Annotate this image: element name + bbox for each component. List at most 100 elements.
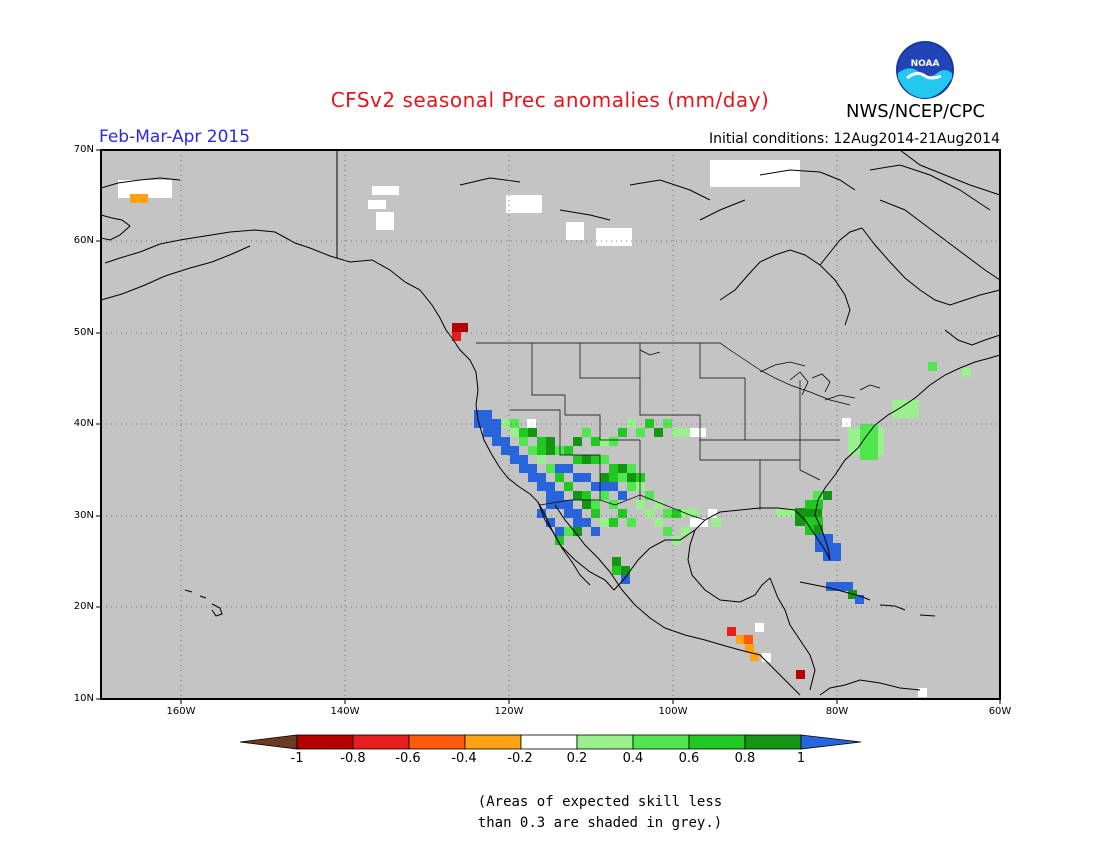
anomaly-cell — [519, 464, 528, 473]
lon-label: 80W — [825, 706, 849, 717]
anomaly-cell — [591, 437, 600, 446]
colorbar-arrow-low — [239, 734, 298, 750]
anomaly-cell — [376, 212, 385, 221]
anomaly-cell — [537, 482, 546, 491]
anomaly-cell — [600, 437, 609, 446]
anomaly-cell — [385, 212, 394, 221]
anomaly-cell — [805, 500, 814, 509]
anomaly-cell — [645, 419, 654, 428]
anomaly-cell — [869, 424, 878, 433]
anomaly-cell — [528, 473, 537, 482]
anomaly-cell — [710, 160, 719, 169]
anomaly-cell — [860, 451, 869, 460]
anomaly-cell — [501, 437, 510, 446]
anomaly-cell — [826, 582, 835, 591]
anomaly-cell — [719, 160, 728, 169]
anomaly-cell — [869, 451, 878, 460]
anomaly-cell — [776, 508, 785, 517]
lat-label: 70N — [73, 144, 94, 155]
anomaly-cell — [546, 500, 555, 509]
anomaly-cell — [719, 169, 728, 178]
anomaly-cell — [573, 455, 582, 464]
axis-ticks — [96, 149, 1001, 704]
anomaly-cell — [754, 160, 763, 169]
anomaly-cell — [627, 482, 636, 491]
anomaly-cell — [614, 228, 623, 237]
anomaly-cell — [555, 446, 564, 455]
anomaly-cell — [605, 237, 614, 246]
anomaly-cell — [612, 566, 621, 575]
anomaly-cell — [627, 464, 636, 473]
anomaly-cell — [795, 508, 804, 517]
anomaly-cell — [832, 543, 841, 552]
anomaly-cell — [533, 195, 542, 204]
anomaly-cell — [785, 508, 794, 517]
anomaly-cell — [772, 169, 781, 178]
anomaly-cell — [750, 652, 759, 661]
anomaly-cell — [609, 464, 618, 473]
colorbar-label: -0.8 — [340, 751, 366, 766]
anomaly-cell — [618, 491, 627, 500]
initial-conditions: Initial conditions: 12Aug2014-21Aug2014 — [709, 131, 1000, 147]
anomaly-cell — [566, 222, 575, 231]
anomaly-cell — [591, 527, 600, 536]
anomaly-cell — [573, 518, 582, 527]
anomaly-cell — [627, 419, 636, 428]
anomaly-cell — [736, 635, 745, 644]
anomaly-cell — [860, 442, 869, 451]
lat-label: 60N — [73, 235, 94, 246]
anomaly-cell — [621, 575, 630, 584]
anomaly-cell — [492, 437, 501, 446]
anomaly-cell — [848, 428, 857, 437]
anomaly-cell — [376, 221, 385, 230]
anomaly-cell — [527, 419, 536, 428]
anomaly-cell — [805, 517, 814, 526]
anomaly-cell — [636, 473, 645, 482]
anomaly-cell — [814, 500, 823, 509]
anomaly-cell — [654, 428, 663, 437]
anomaly-cell — [609, 473, 618, 482]
anomaly-cell — [627, 473, 636, 482]
anomaly-cell — [528, 446, 537, 455]
anomaly-cell — [772, 160, 781, 169]
anomaly-cell — [381, 186, 390, 195]
anomaly-cells — [118, 160, 971, 697]
anomaly-cell — [835, 582, 844, 591]
anomaly-cell — [762, 653, 771, 662]
anomaly-cell — [636, 482, 645, 491]
anomaly-cell — [555, 464, 564, 473]
anomaly-cell — [524, 195, 533, 204]
anomaly-cell — [600, 482, 609, 491]
anomaly-cell — [813, 491, 822, 500]
lon-label: 120W — [494, 706, 524, 717]
anomaly-cell — [555, 473, 564, 482]
colorbar-segment — [408, 734, 466, 750]
lon-label: 160W — [166, 706, 196, 717]
anomaly-cell — [795, 517, 804, 526]
anomaly-cell — [737, 169, 746, 178]
anomaly-cell — [533, 204, 542, 213]
anomaly-cell — [492, 419, 501, 428]
anomaly-cell — [791, 178, 800, 187]
anomaly-cell — [763, 160, 772, 169]
anomaly-cell — [510, 428, 519, 437]
anomaly-cell — [614, 237, 623, 246]
anomaly-cell — [612, 557, 621, 566]
lon-label: 100W — [658, 706, 688, 717]
anomaly-cell — [728, 169, 737, 178]
forecast-period: Feb-Mar-Apr 2015 — [99, 127, 251, 147]
colorbar-label: -1 — [290, 751, 304, 766]
anomaly-cell — [764, 178, 773, 187]
anomaly-cell — [130, 194, 139, 203]
anomaly-cell — [681, 428, 690, 437]
anomaly-cell — [855, 595, 864, 604]
anomaly-cell — [727, 627, 736, 636]
anomaly-cell — [621, 566, 630, 575]
anomaly-cell — [710, 169, 719, 178]
anomaly-cell — [163, 189, 172, 198]
anomaly-cell — [154, 189, 163, 198]
anomaly-cell — [823, 491, 832, 500]
anomaly-cell — [474, 410, 483, 419]
anomaly-cell — [377, 200, 386, 209]
